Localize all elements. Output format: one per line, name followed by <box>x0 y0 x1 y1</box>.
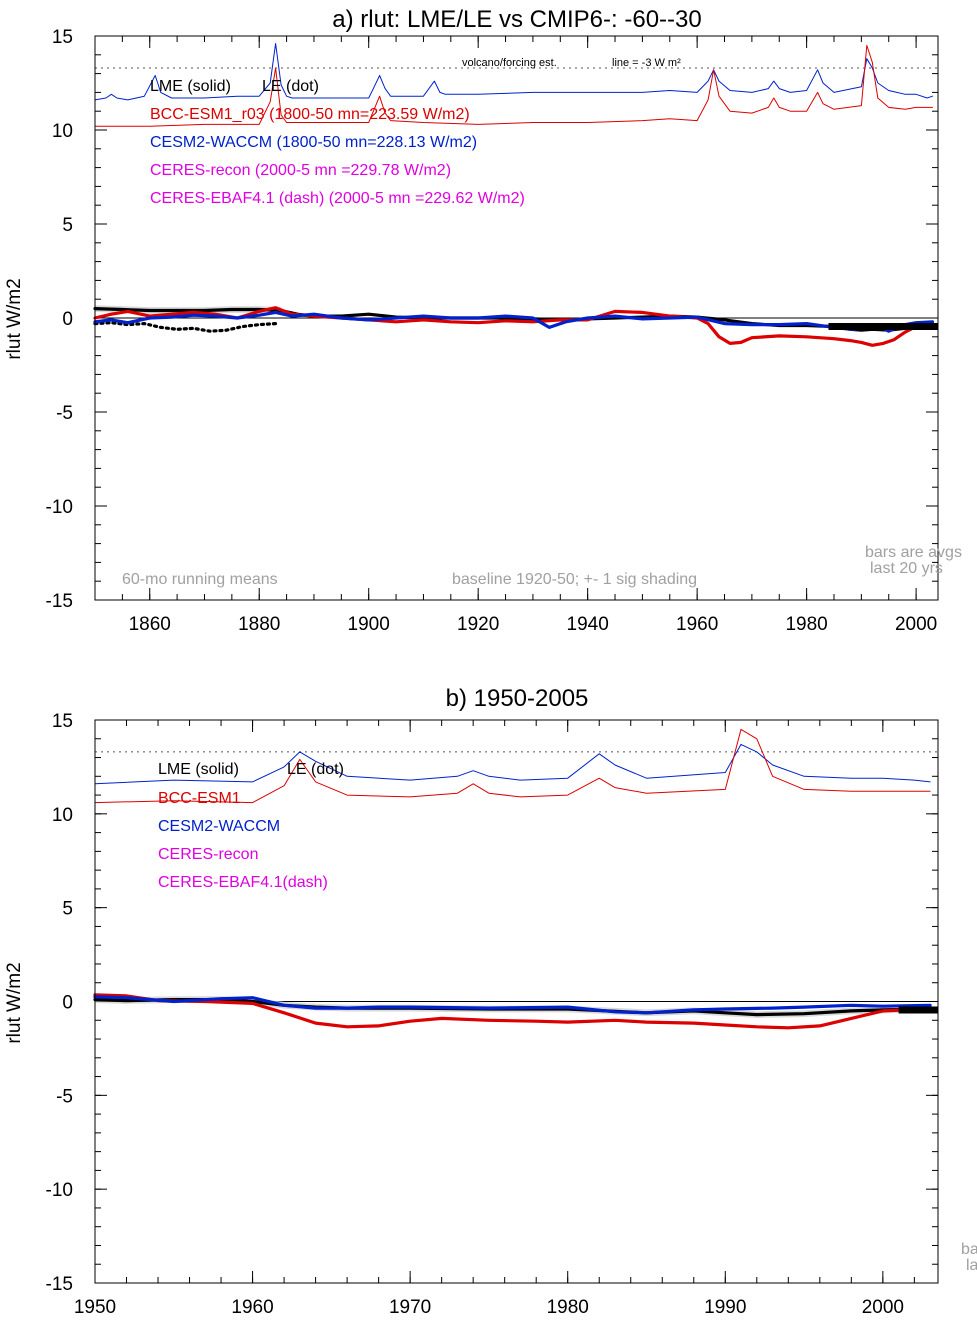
legend-a-ceres-recon: CERES-recon (2000-5 mn =229.78 W/m2) <box>150 162 451 179</box>
y-tick-label: 15 <box>52 27 73 48</box>
panel-a-note-running: 60-mo running means <box>122 571 278 588</box>
x-tick-label: 2000 <box>862 1297 904 1318</box>
panel-a-ylabel: rlut W/m2 <box>4 278 25 359</box>
series-line-b-bcc-esm1 <box>93 993 932 1030</box>
legend-b-cesm: CESM2-WACCM <box>158 818 280 835</box>
y-tick-label: 15 <box>52 711 73 732</box>
series-line-b-cesm2-waccm <box>93 995 932 1015</box>
panel-a-note-bars-2: last 20 yrs <box>870 560 943 577</box>
panel-b-title: b) 1950-2005 <box>446 685 589 712</box>
panel-b-note-bars-1: ba <box>961 1241 977 1258</box>
legend-b-le: LE (dot) <box>287 761 344 778</box>
legend-b-lme: LME (solid) <box>158 761 239 778</box>
panel-b-ylabel: rlut W/m2 <box>4 962 25 1043</box>
panel-a-frame <box>94 35 939 601</box>
series-line-b-bcc-esm1-forcing <box>94 728 931 804</box>
panel-a-legend: LME (solid) LE (dot) BCC-ESM1_r03 (1800-… <box>150 78 525 207</box>
x-tick-label: 1940 <box>567 614 609 635</box>
panel-a-note-bars-1: bars are avgs <box>865 544 962 561</box>
y-tick-label: 0 <box>62 309 73 330</box>
y-tick-label: 5 <box>62 215 73 236</box>
y-tick-label: 0 <box>62 993 73 1014</box>
x-tick-label: 1990 <box>704 1297 746 1318</box>
legend-b-ceres-recon: CERES-recon <box>158 846 258 863</box>
y-tick-label: 10 <box>52 805 73 826</box>
panel-a-axes: 1860 1880 1900 1920 1940 1960 1980 2000 15 10 5 0 -5… <box>46 27 938 635</box>
panel-a-series <box>93 43 938 347</box>
series-line-a-le-dot <box>93 321 278 333</box>
x-tick-label: 1960 <box>676 614 718 635</box>
x-tick-label: 1980 <box>785 614 827 635</box>
panel-b-note-bars-2: la <box>966 1257 977 1274</box>
legend-b-bcc: BCC-ESM1 <box>158 790 241 807</box>
panel-a-note-baseline: baseline 1920-50; +- 1 sig shading <box>452 571 697 588</box>
panel-a-title: a) rlut: LME/LE vs CMIP6-: -60--30 <box>332 6 701 33</box>
x-tick-label: 1920 <box>457 614 499 635</box>
panel-b-frame <box>94 719 939 1284</box>
legend-a-ceres-ebaf: CERES-EBAF4.1 (dash) (2000-5 mn =229.62 … <box>150 190 525 207</box>
y-tick-label: 5 <box>62 899 73 920</box>
panel-b-legend: LME (solid) LE (dot) BCC-ESM1 CESM2-WACC… <box>158 761 344 891</box>
series-line-a-cesm2-waccm-forcing <box>94 43 933 101</box>
x-tick-label: 1900 <box>348 614 390 635</box>
y-tick-label: -10 <box>46 1180 73 1201</box>
series-line-b-cesm2-waccm-forcing <box>94 743 931 785</box>
panel-b-axes: 1950 1960 1970 1980 1990 2000 15 10 5 0 -5 -10 -15 <box>46 711 938 1318</box>
legend-b-ceres-ebaf: CERES-EBAF4.1(dash) <box>158 874 328 891</box>
x-tick-label: 1980 <box>547 1297 589 1318</box>
y-tick-label: -15 <box>46 591 73 612</box>
panel-a-reference-label-right: line = -3 W m² <box>612 57 681 69</box>
y-tick-label: -5 <box>56 1086 73 1107</box>
legend-a-cesm: CESM2-WACCM (1800-50 mn=228.13 W/m2) <box>150 134 477 151</box>
x-tick-label: 1880 <box>238 614 280 635</box>
x-tick-label: 1960 <box>231 1297 273 1318</box>
legend-a-le: LE (dot) <box>262 78 319 95</box>
x-tick-label: 2000 <box>895 614 937 635</box>
y-tick-label: 10 <box>52 121 73 142</box>
panel-b: b) 1950-2005 rlut W/m2 1950 1960 1970 1980 1… <box>4 685 977 1318</box>
x-tick-label: 1950 <box>74 1297 116 1318</box>
y-tick-label: -15 <box>46 1274 73 1295</box>
y-tick-label: -5 <box>56 403 73 424</box>
x-tick-label: 1860 <box>129 614 171 635</box>
legend-a-bcc: BCC-ESM1_r03 (1800-50 mn=223.59 W/m2) <box>150 106 470 123</box>
series-line-a-bcc-esm1-forcing <box>94 44 933 127</box>
panel-a: a) rlut: LME/LE vs CMIP6-: -60--30 rlut … <box>4 6 962 635</box>
panel-b-series <box>93 728 938 1030</box>
legend-a-lme: LME (solid) <box>150 78 231 95</box>
panel-a-reference-label-left: volcano/forcing est. <box>462 57 557 69</box>
x-tick-label: 1970 <box>389 1297 431 1318</box>
y-tick-label: -10 <box>46 497 73 518</box>
